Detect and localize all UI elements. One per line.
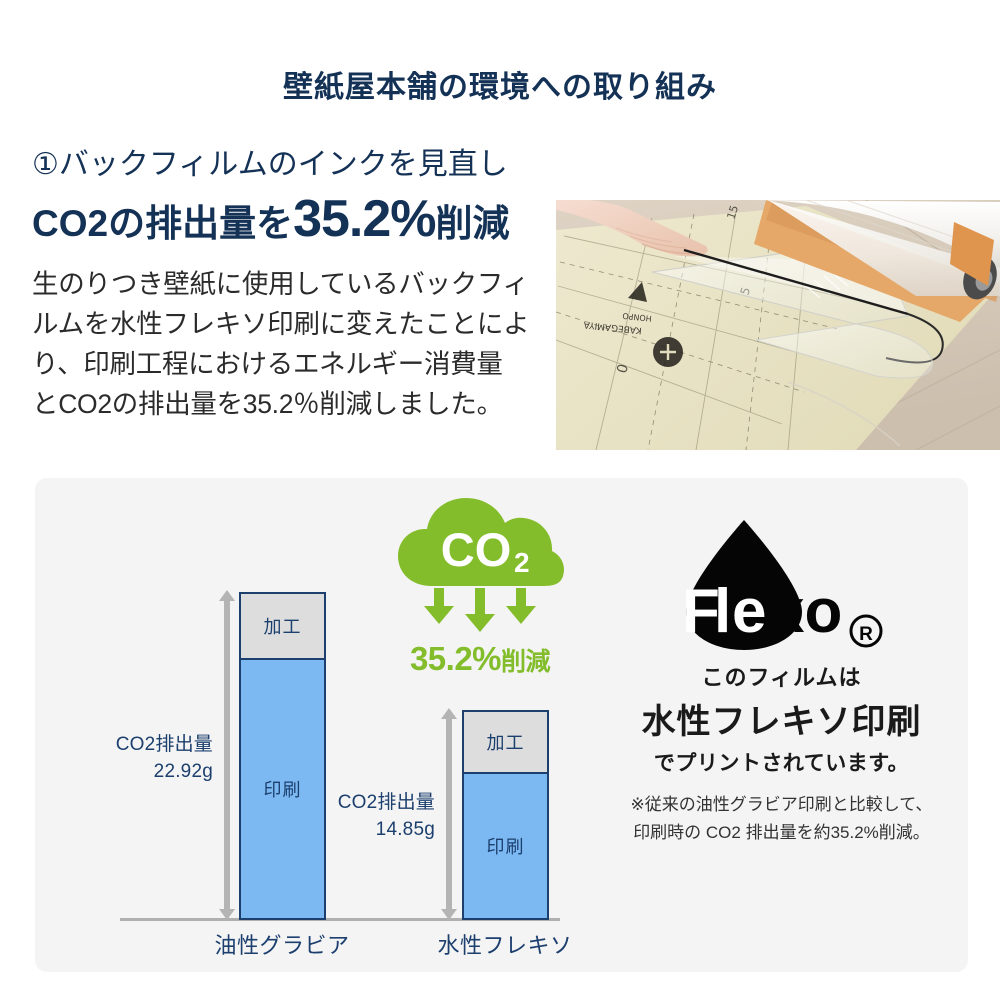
bar-segment-print: 印刷 bbox=[464, 774, 547, 918]
flexo-note-line: ※従来の油性グラビア印刷と比較して、 bbox=[630, 795, 933, 814]
co2-reduction-graphic: CO 2 35.2%削減 bbox=[380, 496, 580, 678]
svg-text:0: 0 bbox=[614, 362, 632, 375]
svg-text:l: l bbox=[714, 577, 731, 646]
flexo-droplet-logo: F l e xo R bbox=[682, 520, 882, 650]
intro-body-line: ルムを水性フレキソ印刷に変えたことによ bbox=[32, 308, 530, 339]
flexo-block: F l e xo R このフィルムは 水性フレキソ印刷 でプリントされています。… bbox=[595, 514, 968, 847]
svg-text:xo: xo bbox=[770, 577, 842, 646]
flexo-line-1: このフィルムは bbox=[701, 665, 862, 690]
flexo-line-2: 水性フレキソ印刷 bbox=[641, 703, 922, 741]
headline-prefix: CO2の排出量を bbox=[32, 202, 294, 244]
co2-reduction-number: 35.2% bbox=[409, 640, 502, 677]
category-label-flexo: 水性フレキソ bbox=[437, 933, 573, 958]
chart-baseline bbox=[120, 918, 560, 921]
intro-body: 生のりつき壁紙に使用しているバックフィ ルムを水性フレキソ印刷に変えたことによ … bbox=[32, 264, 542, 425]
dimension-arrow-gravure bbox=[219, 590, 235, 920]
co2-reduction-suffix: 削減 bbox=[501, 648, 551, 676]
svg-text:HONPO: HONPO bbox=[622, 311, 652, 323]
flexo-line-3: でプリントされています。 bbox=[653, 752, 910, 775]
co2-bar-chart: 加工 印刷 加工 印刷 CO2排出量 22.92g CO2排出量 14.85g … bbox=[35, 478, 595, 972]
total-label-value: 22.92g bbox=[153, 760, 213, 782]
wallpaper-roll-photo: 0 5 10 15 KABEGAMIYA HONPO bbox=[556, 200, 1000, 450]
intro-headline: CO2の排出量を35.2%削減 bbox=[32, 189, 542, 248]
bar-segment-process: 加工 bbox=[241, 594, 324, 660]
co2-reduction-value: 35.2%削減 bbox=[380, 640, 580, 678]
comparison-panel: 加工 印刷 加工 印刷 CO2排出量 22.92g CO2排出量 14.85g … bbox=[35, 478, 968, 972]
intro-block: ①バックフィルムのインクを見直し CO2の排出量を35.2%削減 生のりつき壁紙… bbox=[32, 148, 542, 425]
total-label-value: 14.85g bbox=[375, 818, 435, 840]
total-label-text: CO2排出量 bbox=[115, 734, 213, 755]
flexo-logo: F l e xo R bbox=[595, 514, 968, 654]
intro-body-line: とCO2の排出量を35.2％削減しました。 bbox=[32, 389, 503, 420]
bar-segment-process: 加工 bbox=[464, 712, 547, 774]
total-label-gravure: CO2排出量 22.92g bbox=[95, 732, 213, 786]
intro-lead: ①バックフィルムのインクを見直し bbox=[32, 148, 508, 181]
intro-body-line: 生のりつき壁紙に使用しているバックフィ bbox=[32, 268, 529, 299]
page-title: 壁紙屋本舗の環境への取り組み bbox=[283, 71, 717, 104]
dimension-arrow-flexo bbox=[441, 708, 457, 920]
flexo-note-line: 印刷時の CO2 排出量を約35.2%削減。 bbox=[633, 823, 930, 843]
svg-text:F: F bbox=[682, 577, 720, 646]
svg-text:15: 15 bbox=[724, 204, 741, 221]
svg-text:CO: CO bbox=[441, 523, 512, 576]
co2-cloud-icon: CO 2 bbox=[398, 498, 564, 632]
intro-body-line: り、印刷工程におけるエネルギー消費量 bbox=[32, 349, 503, 380]
total-label-text: CO2排出量 bbox=[337, 792, 435, 813]
bar-segment-print: 印刷 bbox=[241, 660, 324, 918]
bar-oil-gravure: 加工 印刷 bbox=[239, 592, 326, 920]
headline-suffix: 削減 bbox=[435, 202, 510, 244]
total-label-flexo: CO2排出量 14.85g bbox=[317, 790, 435, 844]
flexo-note: ※従来の油性グラビア印刷と比較して、 印刷時の CO2 排出量を約35.2%削減… bbox=[595, 791, 968, 847]
svg-text:R: R bbox=[859, 624, 873, 645]
bar-water-flexo: 加工 印刷 bbox=[462, 710, 549, 920]
category-label-gravure: 油性グラビア bbox=[214, 933, 350, 958]
svg-text:e: e bbox=[732, 577, 766, 646]
headline-value: 35.2% bbox=[293, 189, 436, 248]
svg-text:2: 2 bbox=[514, 547, 530, 578]
